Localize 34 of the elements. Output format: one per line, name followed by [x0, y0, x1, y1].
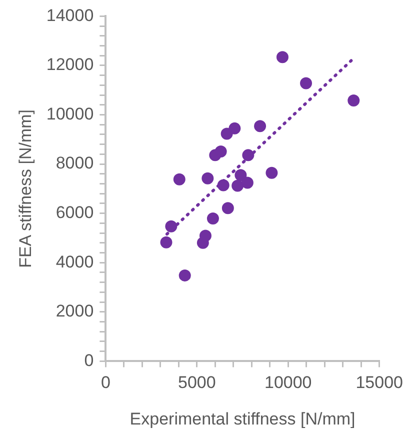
y-tick-label: 0 [84, 350, 94, 370]
y-tick-label: 14000 [46, 6, 94, 25]
point [241, 176, 254, 189]
x-tick-label: 0 [100, 373, 110, 392]
y-tick-label: 8000 [56, 154, 94, 173]
y-axis-title: FEA stiffness [N/mm] [16, 110, 35, 268]
point [266, 166, 278, 179]
point [206, 212, 219, 225]
point [242, 149, 254, 162]
x-axis-title: Experimental stiffness [N/mm] [130, 409, 356, 428]
y-tick-label: 2000 [56, 302, 94, 321]
point [202, 172, 214, 184]
point [165, 220, 178, 232]
point [160, 236, 172, 248]
y-tick-label: 4000 [56, 252, 94, 272]
x-tick-label: 15000 [356, 373, 404, 392]
point [178, 269, 191, 282]
point [199, 230, 212, 242]
point [234, 169, 247, 182]
point [254, 120, 266, 132]
point [173, 173, 186, 186]
point [300, 77, 312, 90]
point [217, 179, 230, 192]
point [214, 145, 227, 158]
point [222, 202, 234, 214]
point [276, 51, 288, 64]
y-tick-label: 12000 [46, 55, 94, 74]
point [228, 122, 241, 134]
y-tick-label: 6000 [56, 203, 94, 222]
point [232, 180, 244, 192]
y-tick-label: 10000 [46, 104, 94, 124]
x-tick-label: 10000 [264, 373, 312, 392]
x-tick-label: 5000 [178, 373, 216, 392]
point [348, 94, 360, 106]
